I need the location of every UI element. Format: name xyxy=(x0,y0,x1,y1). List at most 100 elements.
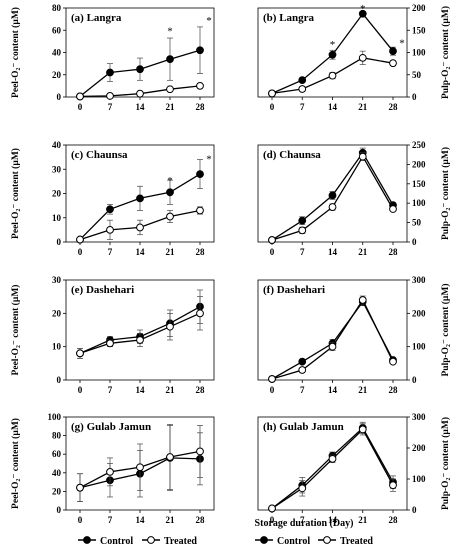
panel-a-ytick-label-1: 20 xyxy=(52,70,62,80)
panel-e-ytick-label-3: 30 xyxy=(52,275,62,285)
panel-d-series-treated-point-2 xyxy=(328,203,337,211)
panel-h-series-treated-point-1 xyxy=(298,484,307,493)
panel-e-ytick-label-0: 0 xyxy=(57,375,62,385)
panel-g-ytick-label-5: 100 xyxy=(48,412,62,422)
panel-f-ytick-label-1: 100 xyxy=(412,342,426,352)
panel-a-annotation-0: * xyxy=(167,25,173,37)
panel-a-series-treated xyxy=(76,81,204,101)
panel-g-ytick-label-1: 20 xyxy=(52,486,62,496)
panel-c-annotation-0: * xyxy=(167,175,173,187)
panel-f-ytick-label-3: 300 xyxy=(412,275,426,285)
panel-f-series-control xyxy=(268,297,397,383)
panel-f-xtick-label-1: 7 xyxy=(300,385,305,395)
panel-h-series-treated-point-0 xyxy=(268,504,276,513)
panel-c-xtick-label-1: 7 xyxy=(108,247,113,257)
panel-a-series-treated-point-4 xyxy=(196,81,204,90)
panel-d-xtick-label-2: 14 xyxy=(328,247,338,257)
panel-a-xtick-label-2: 14 xyxy=(136,102,146,112)
panel-e-xtick-label-4: 28 xyxy=(196,385,206,395)
panel-c-xtick-label-3: 21 xyxy=(166,247,176,257)
x-axis-title-text: Storage duration (Day) xyxy=(255,518,354,529)
panel-h-xtick-label-3: 21 xyxy=(358,515,368,525)
panel-h-series-treated-point-2 xyxy=(328,454,337,463)
panel-a-ytick-label-3: 60 xyxy=(52,25,62,35)
panel-a-xtick-label-4: 28 xyxy=(196,102,206,112)
panel-b-xtick-label-1: 7 xyxy=(300,102,305,112)
panel-b-annotation-2: * xyxy=(399,38,405,50)
panel-c-ylabel: Peel-O₂⁻ content (µM) xyxy=(10,148,21,239)
panel-e-series-treated-point-1 xyxy=(106,339,114,348)
panel-b-annotation-0: * xyxy=(330,39,336,51)
panel-b-ylabel: Pulp-O₂⁻ content (µM) xyxy=(440,6,451,99)
panel-e: 0 10 20 30 0 7 14 21 28 Peel-O₂⁻ content (µM) (e) … xyxy=(10,275,215,395)
panel-h-series-treated-point-3 xyxy=(358,425,367,434)
panel-f-series-treated xyxy=(268,295,397,383)
panel-a-xtick-label-1: 7 xyxy=(108,102,113,112)
panel-g-ytick-label-4: 80 xyxy=(52,431,62,441)
panel-h-ytick-label-3: 300 xyxy=(412,412,426,422)
panel-b-xtick-label-0: 0 xyxy=(270,102,275,112)
panel-c-annotation-1: * xyxy=(206,153,212,165)
panel-h: 0 100 200 300 0 7 14 21 28 Pulp-O₂⁻ content (µM) (… xyxy=(257,412,451,525)
panel-b-series-treated xyxy=(268,50,397,98)
panel-e-series-treated-point-0 xyxy=(76,349,84,358)
panel-e-xtick-label-3: 21 xyxy=(166,385,176,395)
panel-d-series-control xyxy=(268,147,397,244)
panel-g-xtick-label-1: 7 xyxy=(108,515,113,525)
panel-g-ytick-label-0: 0 xyxy=(57,505,62,515)
legend-label-control: Control xyxy=(100,536,133,547)
panel-e-series-treated xyxy=(76,296,204,359)
panel-b-series-treated-point-1 xyxy=(298,85,307,93)
panel-a-xtick-label-0: 0 xyxy=(78,102,83,112)
panel-f-xtick-label-2: 14 xyxy=(328,385,338,395)
panel-c-series-treated-point-3 xyxy=(166,212,174,221)
panel-c-ytick-label-3: 30 xyxy=(52,164,62,174)
panel-d-xtick-label-1: 7 xyxy=(300,247,305,257)
panel-d-series-treated-point-4 xyxy=(389,205,397,213)
panel-g-series-treated-point-1 xyxy=(106,467,114,476)
panel-c-series-treated-point-2 xyxy=(136,223,144,232)
panel-g-series-treated-point-4 xyxy=(196,447,204,456)
panel-g-xtick-label-4: 28 xyxy=(196,515,206,525)
panel-d-ylabel: Pulp-O₂⁻ content (µM) xyxy=(440,147,451,240)
legend-label-control-2: Control xyxy=(277,536,310,547)
panel-f-series-treated-point-0 xyxy=(268,375,276,383)
panel-g-xtick-label-3: 21 xyxy=(166,515,176,525)
panels: 0 20 40 60 80 0 7 14 21 28 Peel-O₂⁻ content (µM) (a… xyxy=(10,3,451,525)
panel-e-xtick-label-2: 14 xyxy=(136,385,146,395)
panel-a: 0 20 40 60 80 0 7 14 21 28 Peel-O₂⁻ content (µM) (a… xyxy=(10,3,215,112)
panel-a-series-treated-point-0 xyxy=(76,92,84,101)
panel-b-ytick-label-0: 0 xyxy=(412,92,417,102)
panel-c-xtick-label-0: 0 xyxy=(78,247,83,257)
panel-h-series-treated-point-4 xyxy=(389,481,397,490)
panel-a-ytick-label-0: 0 xyxy=(57,92,62,102)
panel-c-series-treated-point-0 xyxy=(76,235,84,244)
panel-e-xtick-label-1: 7 xyxy=(108,385,113,395)
panel-g-title: (g) Gulab Jamun xyxy=(71,421,151,433)
panel-b-annotation-1: * xyxy=(360,3,366,15)
panel-h-xtick-label-4: 28 xyxy=(389,515,399,525)
panel-b-series-control-point-2 xyxy=(328,50,337,59)
panel-g-xtick-label-2: 14 xyxy=(136,515,146,525)
panel-g: 0 20 40 60 80 100 0 7 14 21 28 Peel-O₂⁻ content (µM… xyxy=(10,412,215,525)
panel-e-ylabel: Peel-O₂⁻ content (µM) xyxy=(10,285,21,376)
panel-c-ytick-label-4: 40 xyxy=(52,140,62,150)
panel-d-series-control-point-1 xyxy=(298,216,307,225)
panel-d-xtick-label-0: 0 xyxy=(270,247,275,257)
legend-label-treated: Treated xyxy=(164,536,197,547)
panel-e-ytick-label-2: 20 xyxy=(52,308,62,318)
panel-f-ylabel: Pulp-O₂⁻ content (µM) xyxy=(440,283,451,376)
panel-g-ytick-label-2: 40 xyxy=(52,468,62,478)
panel-h-ytick-label-2: 200 xyxy=(412,443,426,453)
panel-a-series-control-point-3 xyxy=(166,55,174,64)
panel-f-series-control-point-1 xyxy=(298,357,307,366)
panel-h-ytick-label-1: 100 xyxy=(412,474,426,484)
panel-d-ytick-label-4: 200 xyxy=(412,159,426,169)
panel-c-series-treated-point-1 xyxy=(106,225,114,234)
panel-f-ytick-label-0: 0 xyxy=(412,375,417,385)
legend-marker-treated xyxy=(147,536,155,544)
panel-e-series-treated-point-3 xyxy=(166,322,174,331)
panel-f-ytick-label-2: 200 xyxy=(412,308,426,318)
legend-marker-treated-2 xyxy=(323,536,331,544)
panel-d: 0 50 100 150 200 250 0 7 14 21 28 Pulp-O₂⁻ content … xyxy=(257,140,451,257)
